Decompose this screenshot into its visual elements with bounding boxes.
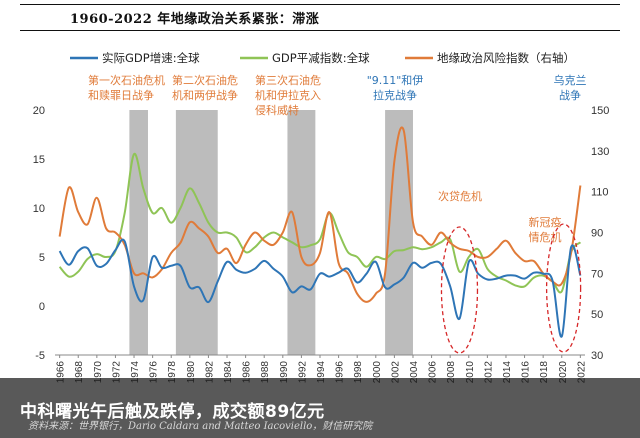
shaded-period-3: [385, 110, 413, 355]
source-note: 资料来源：世界银行，Dario Caldara and Matteo Iacov…: [28, 421, 373, 432]
y-right-tick-5: 130: [591, 146, 609, 158]
ellipse-covid: [545, 223, 582, 353]
annotation-5-line-0: 次贷危机: [438, 189, 482, 203]
x-tick-label-2: 1970: [93, 361, 104, 384]
annotation-0-line-0: 第一次石油危机: [88, 73, 165, 87]
annotation-2-line-0: 第三次石油危: [255, 73, 321, 87]
x-tick-label-21: 2008: [446, 361, 457, 384]
annotation-6-line-0: 新冠疫: [529, 215, 562, 229]
y-left-tick-2: 5: [39, 252, 45, 264]
annotation-6-line-1: 情危机: [529, 230, 562, 244]
x-tick-label-5: 1976: [149, 361, 160, 384]
y-right-tick-2: 70: [591, 268, 603, 280]
annotation-1-line-0: 第二次石油危: [172, 73, 238, 87]
shaded-period-1: [175, 110, 218, 355]
x-tick-label-13: 1992: [297, 361, 308, 384]
x-tick-label-14: 1994: [316, 361, 327, 384]
shaded-period-0: [129, 110, 148, 355]
overlay-banner: [0, 378, 640, 438]
legend-label-0: 实际GDP增速:全球: [102, 51, 200, 65]
y-left-tick-3: 10: [33, 203, 45, 215]
x-tick-label-19: 2004: [409, 361, 420, 384]
x-tick-label-7: 1980: [186, 361, 197, 384]
x-tick-label-8: 1982: [204, 361, 215, 384]
y-right-tick-4: 110: [591, 187, 609, 199]
x-tick-label-16: 1998: [353, 361, 364, 384]
x-tick-label-15: 1996: [335, 361, 346, 384]
x-tick-label-11: 1988: [260, 361, 271, 384]
y-right-tick-1: 50: [591, 309, 603, 321]
chart-title: 1960-2022 年地缘政治关系紧张：滞涨: [70, 12, 320, 27]
x-tick-label-3: 1972: [111, 361, 122, 384]
legend-label-2: 地缘政治风险指数（右轴）: [437, 51, 575, 65]
x-tick-label-1: 1968: [74, 361, 85, 384]
y-right-tick-0: 30: [591, 350, 603, 362]
annotation-4-line-1: 战争: [559, 88, 581, 102]
shaded-period-2: [287, 110, 316, 355]
series-gdp-growth-line: [58, 238, 582, 338]
x-tick-label-20: 2006: [428, 361, 439, 384]
x-tick-label-0: 1966: [56, 361, 67, 384]
header-rule-bottom: [20, 30, 620, 31]
header-rule-top: [20, 4, 620, 5]
x-tick-label-25: 2016: [521, 361, 532, 384]
annotation-4-line-0: 乌克兰: [554, 73, 587, 87]
x-tick-label-10: 1986: [242, 361, 253, 384]
annotation-0-line-1: 和赎罪日战争: [88, 88, 154, 102]
x-tick-label-6: 1978: [167, 361, 178, 384]
y-left-tick-1: 0: [39, 301, 45, 313]
y-right-tick-6: 150: [591, 105, 609, 117]
overlay-caption: 中科曙光午后触及跌停，成交额89亿元: [20, 402, 325, 422]
x-tick-label-4: 1974: [130, 361, 141, 384]
x-tick-label-12: 1990: [279, 361, 290, 384]
series-gpr-index-line: [58, 126, 582, 303]
annotation-1-line-1: 机和两伊战争: [172, 88, 238, 102]
x-tick-label-24: 2014: [502, 361, 513, 384]
x-tick-label-23: 2012: [483, 361, 494, 384]
y-left-tick-0: -5: [35, 350, 45, 362]
annotation-2-line-1: 机和伊拉克入: [255, 88, 321, 102]
y-left-tick-4: 15: [33, 154, 45, 166]
x-tick-label-17: 2000: [372, 361, 383, 384]
x-tick-label-26: 2018: [539, 361, 550, 384]
legend-label-1: GDP平减指数:全球: [272, 51, 370, 65]
series-gdp-deflator-line: [58, 152, 582, 294]
x-tick-label-22: 2010: [465, 361, 476, 384]
x-tick-label-18: 2002: [390, 361, 401, 384]
x-tick-label-28: 2022: [576, 361, 587, 384]
x-tick-label-9: 1984: [223, 361, 234, 384]
annotation-3-line-0: "9.11"和伊: [367, 74, 424, 87]
x-tick-label-27: 2020: [558, 361, 569, 384]
y-left-tick-5: 20: [33, 105, 45, 117]
annotation-3-line-1: 拉克战争: [373, 88, 417, 102]
annotation-2-line-2: 侵科威特: [255, 103, 299, 117]
ellipse-subprime: [440, 226, 479, 354]
y-right-tick-3: 90: [591, 228, 603, 240]
